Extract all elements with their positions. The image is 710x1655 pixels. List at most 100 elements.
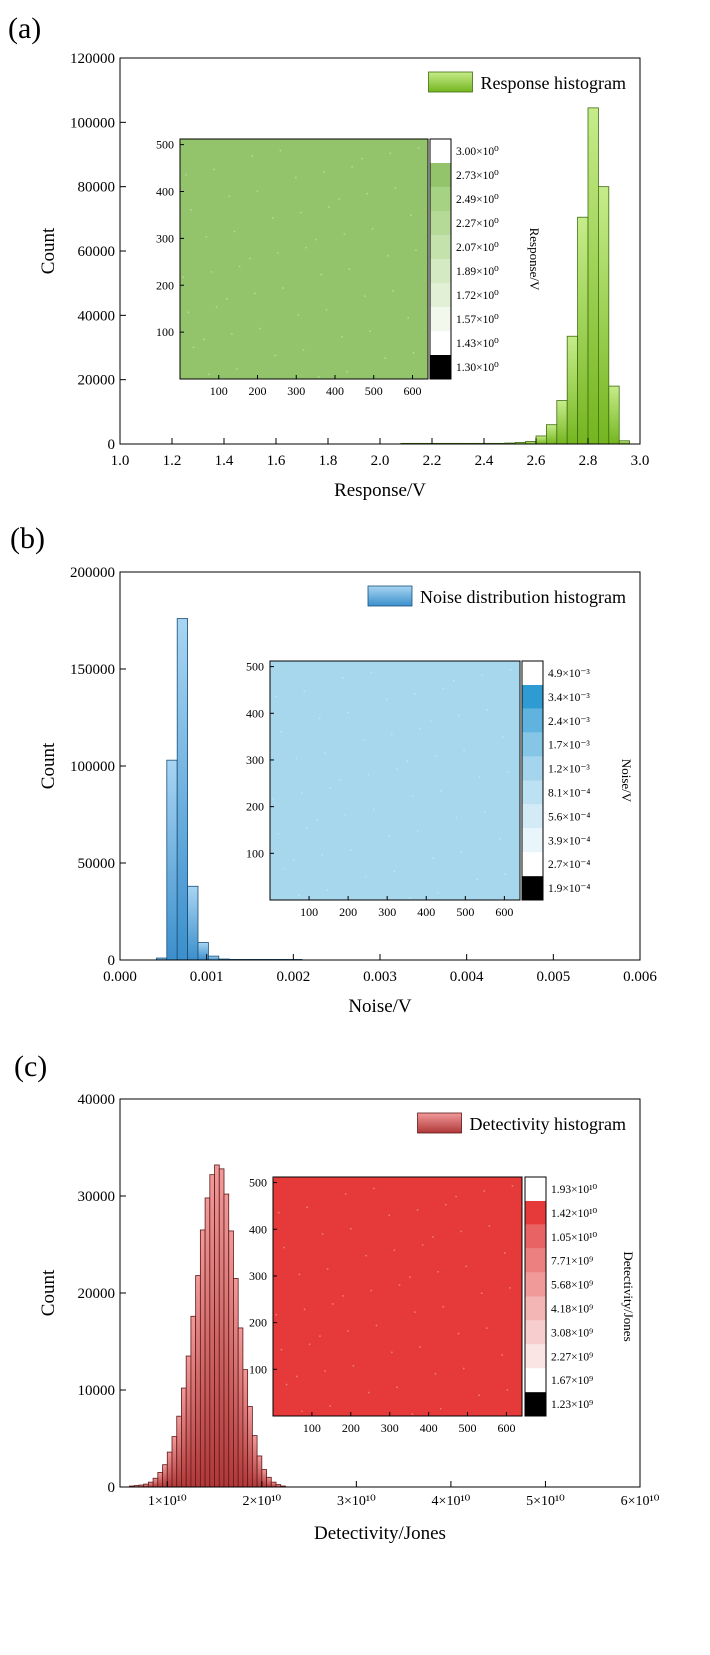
inset-y-tick-label: 200 xyxy=(249,1316,267,1330)
colorbar-segment xyxy=(430,331,451,355)
heatmap-pixel xyxy=(437,891,439,894)
heatmap-pixel xyxy=(326,1268,329,1270)
heatmap-pixel xyxy=(366,192,369,195)
heatmap-pixel xyxy=(282,287,284,289)
heatmap-pixel xyxy=(368,1391,370,1394)
x-tick-label: 2×10¹⁰ xyxy=(242,1494,281,1509)
heatmap-pixel xyxy=(387,255,389,257)
x-tick-label: 3.0 xyxy=(631,453,650,469)
heatmap-pixel xyxy=(439,1407,442,1410)
heatmap-pixel xyxy=(275,1314,278,1316)
histogram-bar xyxy=(608,385,620,445)
heatmap-pixel xyxy=(320,273,323,276)
heatmap-pixel xyxy=(303,690,305,692)
inset-x-tick-label: 400 xyxy=(420,1421,438,1435)
heatmap-frame xyxy=(179,138,429,380)
heatmap-pixel xyxy=(393,1249,396,1251)
colorbar-segment xyxy=(522,780,543,805)
heatmap-pixel xyxy=(273,1177,275,1179)
histogram-bar xyxy=(185,1355,192,1488)
heatmap-pixel xyxy=(295,757,298,760)
heatmap-pixel xyxy=(373,1187,375,1190)
heatmap-pixel xyxy=(506,1389,509,1391)
heatmap-pixel xyxy=(511,1185,514,1187)
histogram-bar xyxy=(166,759,178,961)
colorbar-tick-label: 2.73×10⁰ xyxy=(456,170,499,182)
heatmap-pixel xyxy=(324,752,326,754)
heatmap-pixel xyxy=(391,1351,393,1354)
colorbar: 1.23×10⁹ 1.67×10⁹ 2.27×10⁹ 3.08×10⁹ 4.18×10⁹… xyxy=(524,1176,636,1417)
colorbar-tick-label: 1.57×10⁰ xyxy=(456,314,499,326)
inset-x-tick-label: 600 xyxy=(495,905,513,919)
histogram-bar xyxy=(147,1481,154,1488)
histogram-bars xyxy=(400,107,631,445)
heatmap-pixel xyxy=(346,370,348,373)
inset-y-tick-label: 500 xyxy=(249,1176,267,1190)
histogram-bar xyxy=(176,1415,182,1488)
legend-swatch xyxy=(417,1112,462,1134)
x-tick-label: 0.005 xyxy=(536,969,570,985)
x-tick-label: 2.0 xyxy=(371,453,390,469)
colorbar-segment xyxy=(525,1200,546,1225)
heatmap-pixel xyxy=(329,787,331,789)
colorbar-segment xyxy=(522,661,543,685)
inset-heatmap: 100 200 300 400 500 600 100 200 300 400 500 xyxy=(246,660,521,919)
colorbar-tick-label: 1.89×10⁰ xyxy=(456,266,499,278)
heatmap-pixel xyxy=(303,1308,306,1311)
heatmap-pixel xyxy=(445,1203,447,1206)
heatmap-pixel xyxy=(238,265,241,268)
colorbar-segment xyxy=(430,211,451,235)
colorbar-segment xyxy=(522,732,543,757)
heatmap-pixel xyxy=(321,1233,324,1235)
histogram-bar xyxy=(237,1327,244,1488)
inset-heatmap: 100 200 300 400 500 600 100 200 300 400 500 xyxy=(249,1176,523,1435)
panel-label: (c) xyxy=(14,1050,47,1083)
heatmap-pixel xyxy=(465,1265,467,1268)
colorbar-tick-label: 1.7×10⁻³ xyxy=(548,740,590,752)
y-tick-label: 60000 xyxy=(78,244,116,260)
heatmap-pixel xyxy=(483,811,486,813)
colorbar-tick-label: 2.7×10⁻⁴ xyxy=(548,859,590,871)
colorbar-segment xyxy=(525,1368,546,1393)
colorbar-segment xyxy=(525,1272,546,1297)
histogram-bar xyxy=(157,1472,163,1488)
heatmap-pixel xyxy=(180,139,182,141)
heatmap-pixel xyxy=(478,776,481,778)
heatmap-pixel xyxy=(277,252,279,254)
panel-1: (a) 1.0 1.2 1.4 1.6 1.8 2.0 2.2 2.4 2.6 2.8 3.0 0 200… xyxy=(8,12,649,501)
histogram-bar xyxy=(256,1455,263,1488)
inset-x-tick-label: 400 xyxy=(326,384,344,398)
colorbar-tick-label: 1.23×10⁹ xyxy=(551,1399,593,1411)
heatmap-pixel xyxy=(344,814,347,816)
heatmap-pixel xyxy=(411,795,414,797)
histogram-bar xyxy=(195,1275,201,1488)
histogram-bar xyxy=(190,1315,197,1488)
x-tick-label: 0.002 xyxy=(276,969,310,985)
heatmap-pixel xyxy=(371,228,374,230)
histogram-bar xyxy=(204,1197,211,1488)
heatmap-pixel xyxy=(270,661,272,663)
colorbar-segment xyxy=(525,1320,546,1345)
heatmap-pixel xyxy=(442,1305,444,1308)
heatmap-pixel xyxy=(326,889,329,891)
heatmap-pixel xyxy=(208,373,210,376)
colorbar-segment xyxy=(522,756,543,781)
y-tick-label: 0 xyxy=(108,953,116,969)
x-tick-label: 1.4 xyxy=(215,453,234,469)
heatmap-frame xyxy=(269,660,521,901)
inset-y-tick-label: 300 xyxy=(156,231,174,245)
heatmap-pixel xyxy=(296,1375,298,1378)
heatmap-pixel xyxy=(259,327,261,330)
heatmap-pixel xyxy=(272,798,275,800)
y-tick-label: 100000 xyxy=(70,759,115,775)
y-tick-label: 30000 xyxy=(78,1189,116,1205)
histogram-bar xyxy=(181,1387,187,1488)
inset-x-tick-label: 100 xyxy=(303,1421,321,1435)
heatmap-pixel xyxy=(300,792,303,795)
heatmap-pixel xyxy=(256,190,259,192)
colorbar-tick-label: 1.42×10¹⁰ xyxy=(551,1208,598,1220)
inset-x-tick-label: 300 xyxy=(381,1421,399,1435)
colorbar-title: Response/V xyxy=(527,228,542,291)
heatmap-pixel xyxy=(388,1214,390,1217)
